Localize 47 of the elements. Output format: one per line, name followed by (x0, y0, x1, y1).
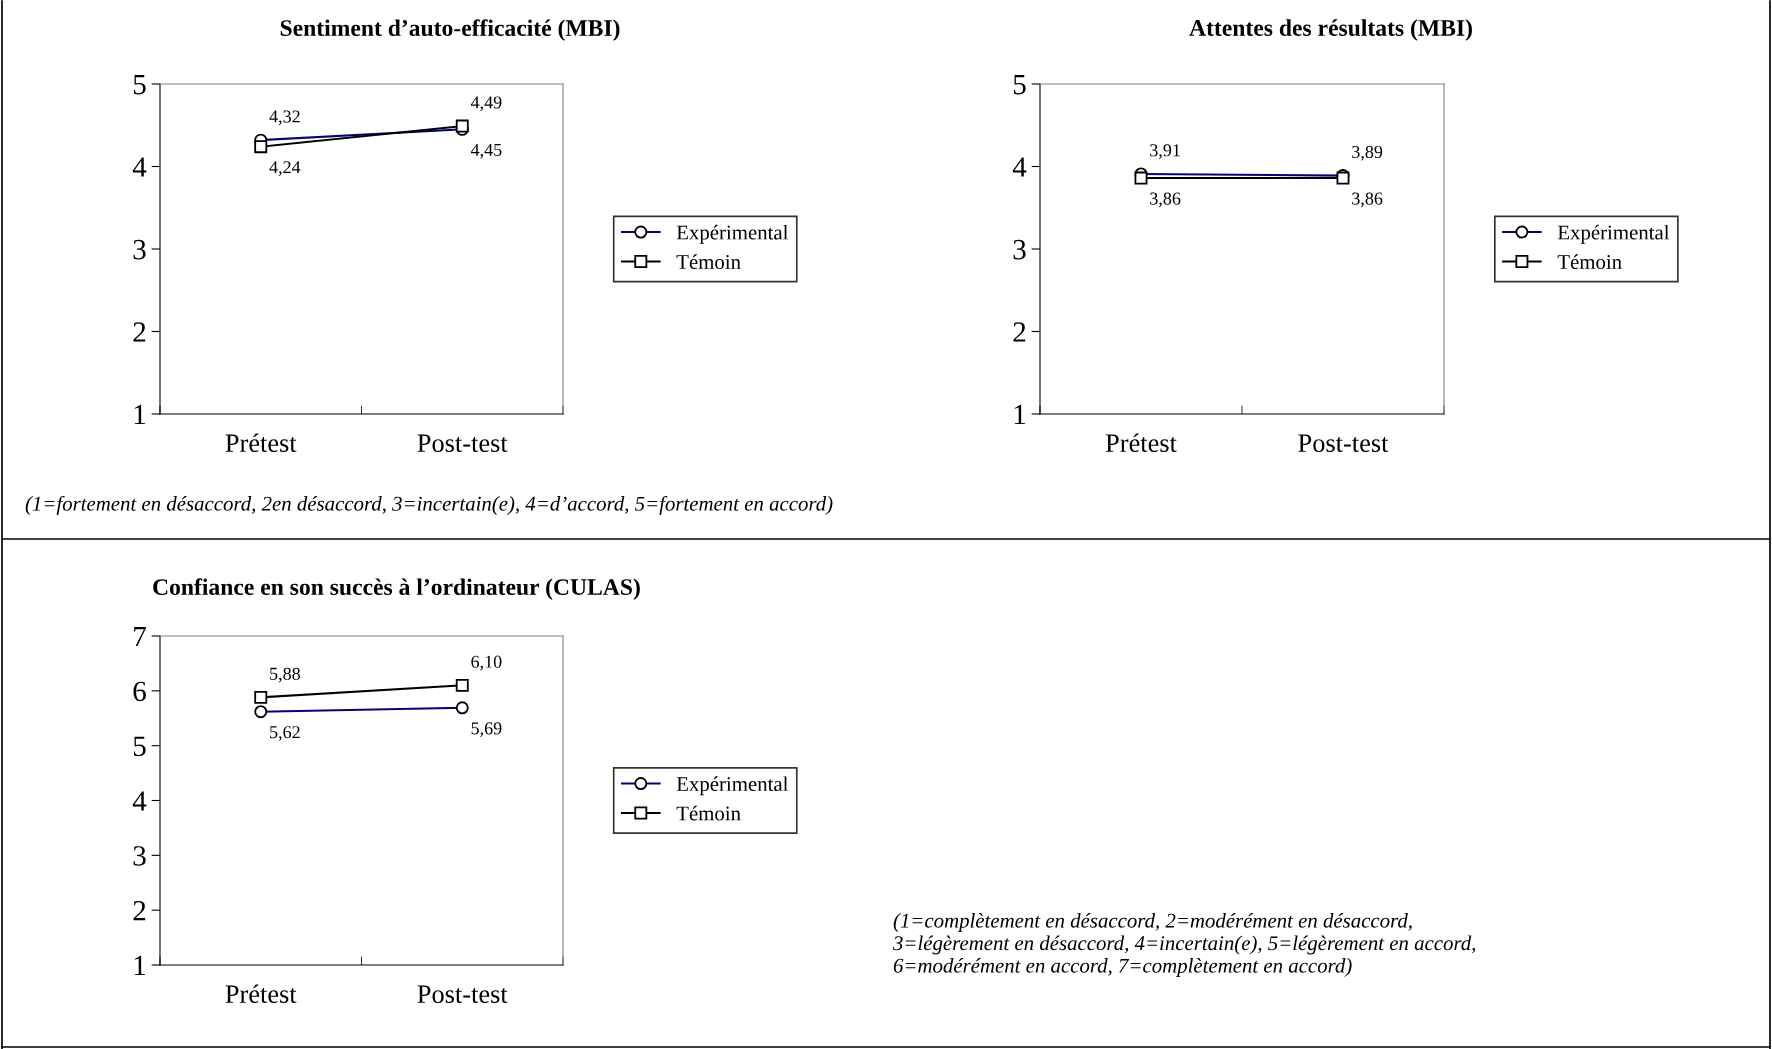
data-label: 5,69 (471, 722, 502, 738)
x-tick-label: Post-test (1298, 434, 1389, 453)
data-label: 3,86 (1352, 192, 1383, 208)
chart-title: Confiance en son succès à l’ordinateur (CULAS) (153, 578, 640, 600)
legend-label: Expérimental (1557, 224, 1670, 244)
data-label: 3,86 (1150, 192, 1181, 208)
point (254, 140, 268, 154)
y-tick-label: 5 (1013, 75, 1026, 95)
y-tick-label: 4 (132, 791, 147, 811)
y-tick-label: 3 (133, 846, 146, 866)
x-tick-label: Prétest (1105, 433, 1177, 453)
legend-label: Témoin (676, 254, 741, 269)
legend-label: Expérimental (676, 224, 789, 244)
y-tick-label: 2 (1013, 322, 1026, 342)
data-label: 3,89 (1352, 145, 1383, 161)
data-label: 4,49 (470, 96, 502, 112)
data-label: 4,45 (470, 143, 502, 159)
data-label: 6,10 (471, 655, 502, 671)
y-tick-label: 7 (134, 627, 146, 647)
y-tick-label: 4 (1012, 157, 1027, 177)
data-label: 4,24 (269, 161, 301, 176)
y-tick-label: 2 (133, 322, 146, 342)
chart-title: Attentes des résultats (MBI) (1189, 19, 1472, 41)
y-tick-label: 1 (134, 955, 146, 976)
x-tick-label: Post-test (417, 434, 508, 453)
y-tick-label: 3 (1013, 239, 1026, 260)
x-tick-label: Prétest (225, 433, 297, 453)
data-label: 3,91 (1150, 144, 1180, 159)
y-tick-label: 2 (133, 900, 146, 921)
y-tick-label: 4 (132, 157, 147, 177)
y-tick-label: 5 (133, 736, 146, 757)
y-tick-label: 3 (133, 239, 146, 260)
legend-label: Témoin (676, 805, 741, 821)
x-tick-label: Prétest (225, 984, 297, 1004)
y-tick-label: 1 (1014, 404, 1026, 425)
data-label: 4,32 (269, 110, 300, 126)
y-tick-label: 1 (134, 404, 146, 425)
chart-title: Sentiment d’auto-efficacité (MBI) (280, 19, 620, 41)
legend-label: Témoin (1557, 254, 1622, 269)
y-tick-label: 5 (133, 75, 146, 95)
data-label: 5,88 (270, 667, 300, 683)
text: (1=complètement en désaccord, 2=modérément en désaccord, 3=légèrement en désaccord, 4=incertain(e), 5=légèrement en accord, 6=modérément en accord, 7=complètement en accord) (892, 913, 1476, 977)
y-tick-label: 6 (133, 681, 146, 702)
x-tick-label: Post-test (417, 985, 508, 1004)
data-label: 5,62 (270, 726, 300, 741)
text: (1=fortement en désaccord, 2en désaccord, 3=incertain(e), 4=d’accord, 5=fortement en accord) (25, 495, 833, 515)
legend-label: Expérimental (676, 776, 789, 796)
